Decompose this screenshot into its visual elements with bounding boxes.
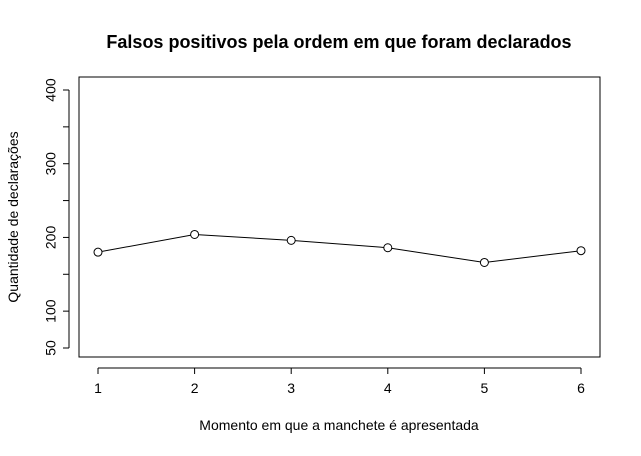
x-tick-label: 2 xyxy=(191,380,199,396)
data-point xyxy=(190,229,200,239)
x-tick-label: 5 xyxy=(481,380,489,396)
series-line xyxy=(97,233,582,263)
x-tick-label: 4 xyxy=(384,380,392,396)
chart-title: Falsos positivos pela ordem em que foram… xyxy=(106,32,571,52)
plot-frame xyxy=(78,76,601,358)
data-point xyxy=(383,243,393,253)
y-tick-label: 300 xyxy=(43,152,59,176)
data-point xyxy=(93,247,103,257)
y-axis-title: Quantidade de declarações xyxy=(5,131,21,302)
data-point xyxy=(576,246,586,256)
y-tick-label: 200 xyxy=(43,226,59,250)
y-tick-label: 100 xyxy=(43,299,59,323)
data-point xyxy=(479,257,489,267)
x-tick-label: 1 xyxy=(94,380,102,396)
y-tick-label: 50 xyxy=(43,340,59,356)
data-point xyxy=(286,235,296,245)
x-axis-title: Momento em que a manchete é apresentada xyxy=(199,417,479,433)
x-tick-label: 3 xyxy=(287,380,295,396)
x-tick-label: 6 xyxy=(577,380,585,396)
y-tick-label: 400 xyxy=(43,78,59,102)
